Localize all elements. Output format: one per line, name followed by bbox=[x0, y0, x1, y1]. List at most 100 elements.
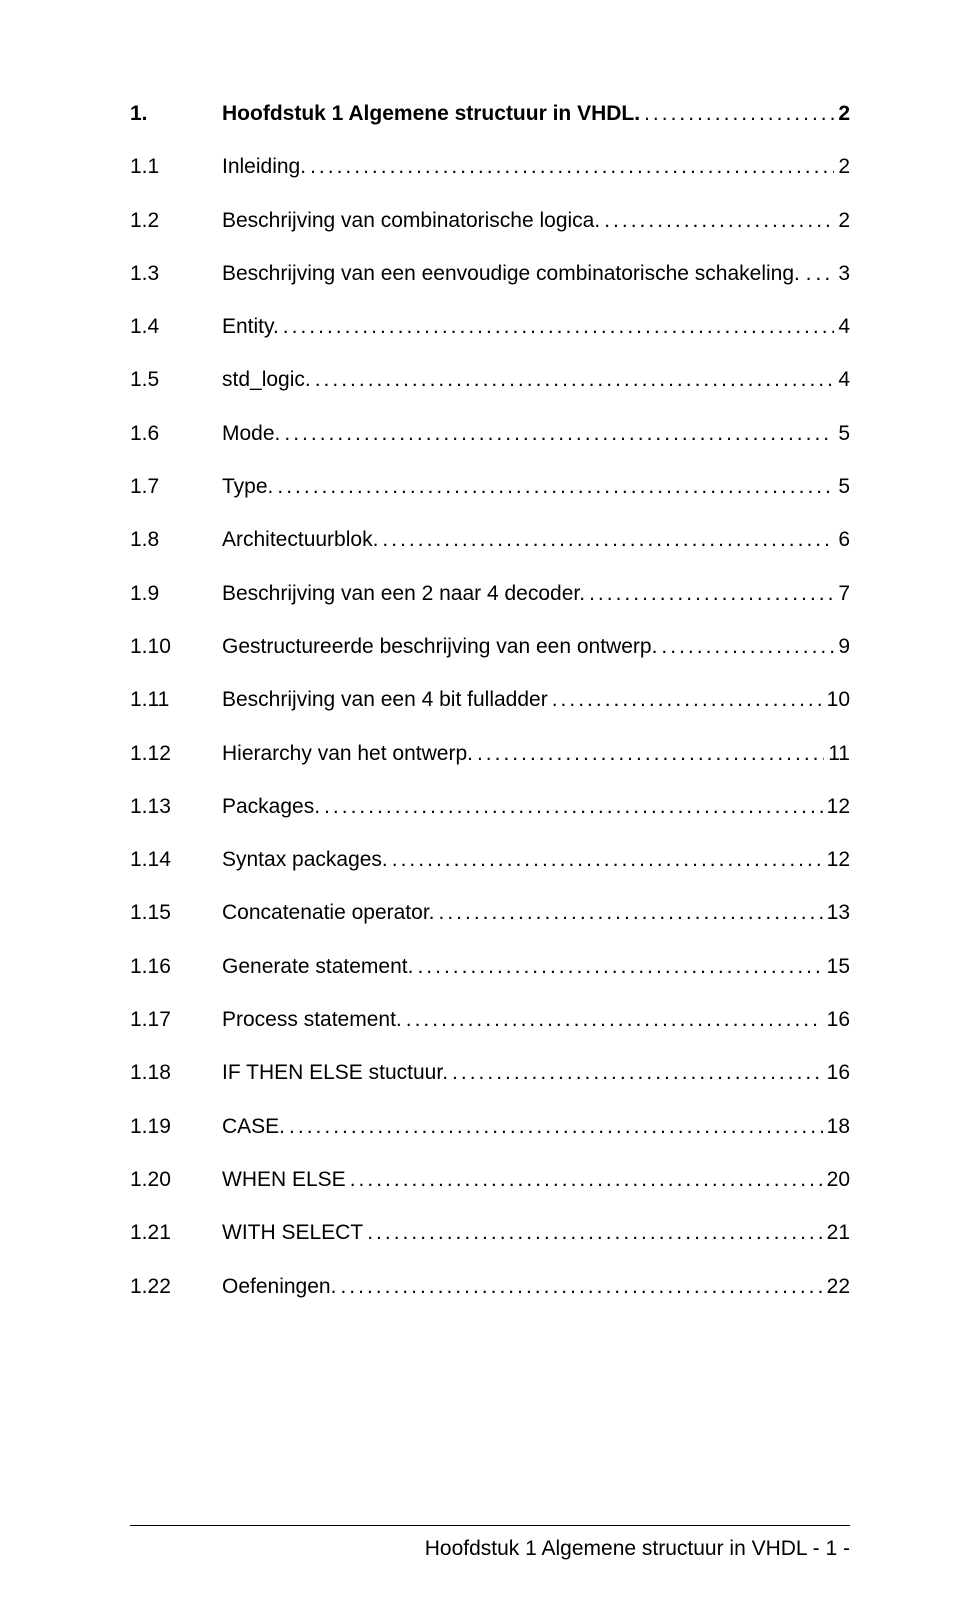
toc-entry-number: 1.20 bbox=[130, 1166, 222, 1193]
toc-leader-dots: ........................................… bbox=[640, 100, 834, 127]
toc-entry-page: 16 bbox=[823, 1006, 850, 1033]
footer-text: Hoofdstuk 1 Algemene structuur in VHDL -… bbox=[425, 1537, 850, 1561]
toc-entry: 1.22Oefeningen..........................… bbox=[130, 1273, 850, 1300]
toc-entry-label: WHEN ELSE bbox=[222, 1166, 346, 1193]
toc-entry-number: 1.10 bbox=[130, 633, 222, 660]
toc-entry-label: Oefeningen. bbox=[222, 1273, 336, 1300]
table-of-contents: 1.Hoofdstuk 1 Algemene structuur in VHDL… bbox=[130, 100, 850, 1300]
toc-entry-page: 2 bbox=[834, 153, 850, 180]
toc-entry-label: Type. bbox=[222, 473, 273, 500]
toc-entry-label: Gestructureerde beschrijving van een ont… bbox=[222, 633, 657, 660]
toc-leader-dots: ........................................… bbox=[378, 526, 834, 553]
toc-leader-dots: ........................................… bbox=[548, 686, 823, 713]
toc-entry-page: 9 bbox=[834, 633, 850, 660]
toc-entry-page: 4 bbox=[834, 366, 850, 393]
toc-entry: 1.20WHEN ELSE...........................… bbox=[130, 1166, 850, 1193]
toc-entry-page: 5 bbox=[834, 473, 850, 500]
toc-entry-number: 1.13 bbox=[130, 793, 222, 820]
toc-entry-label: IF THEN ELSE stuctuur. bbox=[222, 1059, 448, 1086]
toc-entry-number: 1.4 bbox=[130, 313, 222, 340]
toc-entry-label: Architectuurblok. bbox=[222, 526, 378, 553]
toc-entry-page: 18 bbox=[823, 1113, 850, 1140]
toc-entry-number: 1.7 bbox=[130, 473, 222, 500]
toc-entry-page: 2 bbox=[834, 100, 850, 127]
toc-entry-label: Beschrijving van combinatorische logica. bbox=[222, 207, 600, 234]
toc-entry-page: 10 bbox=[823, 686, 850, 713]
toc-entry-page: 2 bbox=[834, 207, 850, 234]
toc-entry-label: Inleiding. bbox=[222, 153, 306, 180]
toc-entry: 1.21WITH SELECT.........................… bbox=[130, 1219, 850, 1246]
toc-entry: 1.3Beschrijving van een eenvoudige combi… bbox=[130, 260, 850, 287]
toc-entry-page: 20 bbox=[823, 1166, 850, 1193]
toc-entry-number: 1.11 bbox=[130, 686, 222, 713]
toc-entry-page: 22 bbox=[823, 1273, 850, 1300]
toc-entry-number: 1.5 bbox=[130, 366, 222, 393]
toc-entry-label: Beschrijving van een 4 bit fulladder bbox=[222, 686, 548, 713]
toc-entry-label: Beschrijving van een eenvoudige combinat… bbox=[222, 260, 812, 287]
toc-leader-dots: ........................................… bbox=[363, 1219, 822, 1246]
toc-entry-page: 16 bbox=[823, 1059, 850, 1086]
toc-entry-page: 21 bbox=[823, 1219, 850, 1246]
toc-entry-page: 3 bbox=[834, 260, 850, 287]
toc-leader-dots: ........................................… bbox=[311, 366, 835, 393]
toc-entry-number: 1.22 bbox=[130, 1273, 222, 1300]
toc-leader-dots: ........................................… bbox=[473, 740, 824, 767]
toc-entry-number: 1.21 bbox=[130, 1219, 222, 1246]
toc-entry: 1.4Entity...............................… bbox=[130, 313, 850, 340]
toc-entry-label: Entity. bbox=[222, 313, 279, 340]
toc-leader-dots: ........................................… bbox=[812, 260, 835, 287]
toc-entry-number: 1.15 bbox=[130, 899, 222, 926]
toc-entry: 1.5std_logic............................… bbox=[130, 366, 850, 393]
toc-leader-dots: ........................................… bbox=[273, 473, 834, 500]
toc-entry-label: Mode. bbox=[222, 420, 280, 447]
toc-entry: 1.19CASE................................… bbox=[130, 1113, 850, 1140]
toc-entry-number: 1.19 bbox=[130, 1113, 222, 1140]
toc-leader-dots: ........................................… bbox=[413, 953, 822, 980]
toc-entry-page: 6 bbox=[834, 526, 850, 553]
toc-entry: 1.17Process statement. .................… bbox=[130, 1006, 850, 1033]
toc-leader-dots: ........................................… bbox=[336, 1273, 822, 1300]
toc-entry: 1.12Hierarchy van het ontwerp...........… bbox=[130, 740, 850, 767]
toc-entry: 1.7Type.................................… bbox=[130, 473, 850, 500]
toc-entry: 1.6Mode.................................… bbox=[130, 420, 850, 447]
toc-entry-number: 1.18 bbox=[130, 1059, 222, 1086]
toc-leader-dots: ........................................… bbox=[320, 793, 823, 820]
toc-entry: 1.14Syntax packages.....................… bbox=[130, 846, 850, 873]
toc-entry: 1.13Packages............................… bbox=[130, 793, 850, 820]
toc-entry: 1.11Beschrijving van een 4 bit fulladder… bbox=[130, 686, 850, 713]
toc-entry: 1.2Beschrijving van combinatorische logi… bbox=[130, 207, 850, 234]
toc-entry-page: 11 bbox=[824, 740, 850, 767]
toc-entry-number: 1.17 bbox=[130, 1006, 222, 1033]
toc-leader-dots: ........................................… bbox=[402, 1006, 823, 1033]
toc-leader-dots: ........................................… bbox=[280, 420, 834, 447]
toc-entry-label: Generate statement. bbox=[222, 953, 413, 980]
toc-entry: 1.18IF THEN ELSE stuctuur...............… bbox=[130, 1059, 850, 1086]
toc-leader-dots: ........................................… bbox=[306, 153, 834, 180]
toc-entry-number: 1.9 bbox=[130, 580, 222, 607]
toc-entry-number: 1.3 bbox=[130, 260, 222, 287]
footer-rule bbox=[130, 1525, 850, 1526]
toc-leader-dots: ........................................… bbox=[448, 1059, 823, 1086]
toc-entry-number: 1. bbox=[130, 100, 222, 127]
toc-leader-dots: ........................................… bbox=[585, 580, 834, 607]
toc-entry: 1.15Concatenatie operator...............… bbox=[130, 899, 850, 926]
toc-leader-dots: ........................................… bbox=[388, 846, 823, 873]
toc-entry-page: 12 bbox=[823, 793, 850, 820]
toc-entry-label: Process statement. bbox=[222, 1006, 402, 1033]
toc-entry-number: 1.16 bbox=[130, 953, 222, 980]
toc-entry-label: Hoofdstuk 1 Algemene structuur in VHDL. bbox=[222, 100, 640, 127]
toc-entry: 1.1Inleiding............................… bbox=[130, 153, 850, 180]
toc-entry-label: std_logic. bbox=[222, 366, 311, 393]
toc-entry-number: 1.6 bbox=[130, 420, 222, 447]
toc-entry-number: 1.8 bbox=[130, 526, 222, 553]
toc-entry-page: 7 bbox=[834, 580, 850, 607]
toc-entry: 1.10Gestructureerde beschrijving van een… bbox=[130, 633, 850, 660]
toc-leader-dots: ........................................… bbox=[434, 899, 822, 926]
toc-entry-page: 13 bbox=[823, 899, 850, 926]
toc-entry-label: Concatenatie operator. bbox=[222, 899, 434, 926]
toc-entry-number: 1.2 bbox=[130, 207, 222, 234]
toc-entry-number: 1.14 bbox=[130, 846, 222, 873]
toc-leader-dots: ........................................… bbox=[600, 207, 834, 234]
toc-entry-page: 4 bbox=[834, 313, 850, 340]
toc-entry: 1.16Generate statement..................… bbox=[130, 953, 850, 980]
